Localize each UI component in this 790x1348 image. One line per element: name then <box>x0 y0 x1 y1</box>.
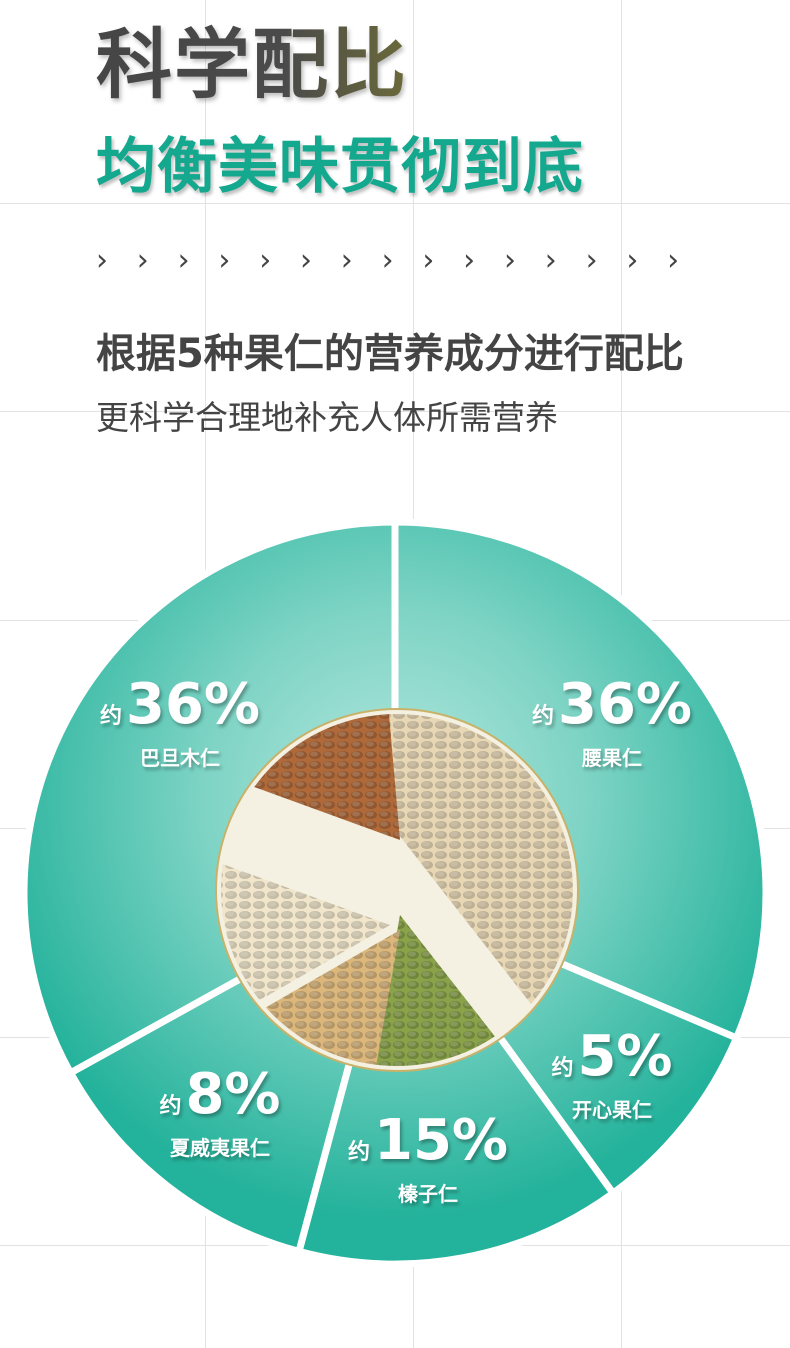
slice-name: 巴旦木仁 <box>140 746 220 770</box>
approx-prefix: 约 <box>99 704 122 729</box>
approx-prefix: 约 <box>531 704 554 729</box>
chevron-right-icon: › <box>96 243 108 278</box>
nut-plate-image <box>221 714 573 1066</box>
slice-name: 夏威夷果仁 <box>170 1136 270 1160</box>
slice-label: 约36% 巴旦木仁 <box>99 676 260 771</box>
chevron-right-icon: › <box>667 243 680 278</box>
slice-label: 约8% 夏威夷果仁 <box>159 1066 280 1161</box>
slice-percent: 15% <box>373 1108 509 1173</box>
chevron-right-icon: › <box>463 243 476 278</box>
chevron-right-icon: › <box>177 243 190 278</box>
chevron-right-icon: › <box>381 243 394 278</box>
nut-cluster <box>354 915 561 1066</box>
slice-label: 约36% 腰果仁 <box>531 676 692 771</box>
chevron-right-icon: › <box>259 243 272 278</box>
approx-prefix: 约 <box>551 1056 574 1081</box>
nut-cluster <box>221 836 390 1055</box>
chevron-row: › › › › › › › › › › › › › › › <box>96 246 708 276</box>
chevron-right-icon: › <box>218 243 231 278</box>
nut-cluster <box>372 714 573 1035</box>
chevron-right-icon: › <box>544 243 557 278</box>
slice-name: 开心果仁 <box>572 1098 652 1122</box>
approx-prefix: 约 <box>159 1094 182 1119</box>
grid-line <box>0 411 790 412</box>
grid-line <box>0 203 790 204</box>
slice-percent: 8% <box>185 1062 281 1127</box>
chevron-right-icon: › <box>585 243 598 278</box>
description: 更科学合理地补充人体所需营养 <box>96 398 558 437</box>
chevron-right-icon: › <box>340 243 353 278</box>
slice-label: 约5% 开心果仁 <box>551 1028 672 1123</box>
slice-name: 腰果仁 <box>582 746 642 770</box>
chevron-right-icon: › <box>626 243 639 278</box>
chevron-right-icon: › <box>503 243 516 278</box>
chevron-right-icon: › <box>136 243 149 278</box>
chevron-right-icon: › <box>422 243 435 278</box>
slice-percent: 5% <box>577 1024 673 1089</box>
nut-cluster <box>221 714 400 840</box>
chevron-right-icon: › <box>299 243 312 278</box>
slice-name: 榛子仁 <box>398 1182 458 1206</box>
page-subtitle: 均衡美味贯彻到底 <box>96 132 584 202</box>
approx-prefix: 约 <box>347 1140 370 1165</box>
slice-label: 约15% 榛子仁 <box>347 1112 508 1207</box>
slice-percent: 36% <box>125 672 261 737</box>
slice-percent: 36% <box>557 672 693 737</box>
page-title: 科学配比 <box>96 20 408 109</box>
headline: 根据5种果仁的营养成分进行配比 <box>96 331 684 377</box>
